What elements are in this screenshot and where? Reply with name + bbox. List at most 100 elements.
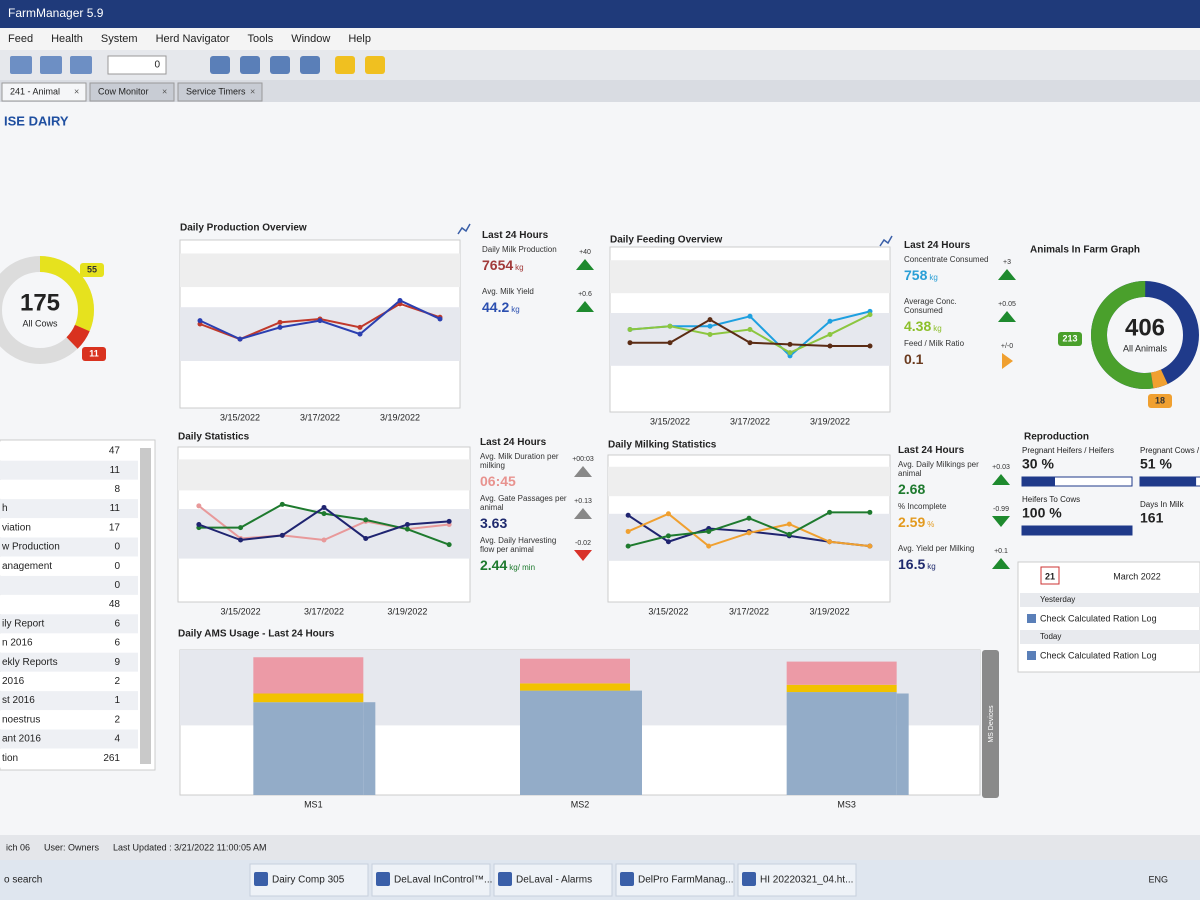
bar-segment (253, 702, 364, 795)
list-row[interactable] (0, 575, 138, 595)
tab[interactable] (1, 82, 87, 102)
series-point (321, 504, 327, 510)
taskbar-label[interactable]: o search (4, 875, 42, 886)
toolbar-icon[interactable] (270, 56, 290, 74)
list-row[interactable] (0, 460, 138, 480)
toolbar-icon[interactable] (70, 56, 92, 74)
menu-item[interactable]: Tools (248, 33, 274, 45)
taskbar-label[interactable]: Dairy Comp 305 (272, 875, 345, 886)
kpi-label: Avg. Daily Harvesting flow per animal (480, 536, 557, 554)
calendar-entry[interactable]: Check Calculated Ration Log (1040, 650, 1157, 660)
menu-item[interactable]: Herd Navigator (156, 33, 230, 45)
list-row[interactable] (0, 671, 138, 691)
list-row[interactable] (0, 748, 138, 768)
list-row[interactable] (0, 556, 138, 576)
series-point (321, 511, 327, 517)
taskbar-button[interactable] (371, 863, 491, 897)
list-row-label: ily Report (2, 618, 44, 629)
list-row[interactable] (0, 441, 138, 461)
menu-item[interactable]: Help (348, 33, 371, 45)
taskbar-label[interactable]: HI 20220321_04.ht... (760, 875, 853, 886)
window-title: FarmManager 5.9 (8, 6, 104, 20)
bar-segment (786, 661, 897, 685)
kpi-item: Avg. Yield per Milking 16.5 kg +0.1 (898, 544, 1020, 586)
list-row-label: n 2016 (2, 638, 33, 649)
taskbar-label[interactable]: DeLaval InControl™... (394, 875, 492, 886)
list-row[interactable] (0, 652, 138, 672)
tab-label[interactable]: 241 - Animal (10, 86, 60, 96)
list-row[interactable] (0, 633, 138, 653)
tab-close[interactable]: × (250, 86, 255, 96)
tab[interactable] (89, 82, 175, 102)
kpi-panel: Last 24 Hours Avg. Daily Milkings per ani… (898, 445, 1020, 586)
donut-badge (80, 263, 104, 277)
tab[interactable] (177, 82, 263, 102)
series-point (279, 501, 285, 507)
overlay-bar (630, 690, 642, 795)
list-row[interactable] (0, 614, 138, 634)
taskbar-button[interactable] (493, 863, 613, 897)
chart-icon[interactable] (879, 235, 893, 247)
x-tick-label: 3/17/2022 (729, 606, 769, 616)
tab-close[interactable]: × (74, 86, 79, 96)
list-row[interactable] (0, 537, 138, 557)
series-point (746, 530, 752, 536)
calendar-entry-icon[interactable] (1027, 651, 1036, 660)
toolbar-icon[interactable] (335, 56, 355, 74)
list-row[interactable] (0, 595, 138, 615)
toolbar-input[interactable] (107, 55, 167, 75)
calendar-entry-icon[interactable] (1027, 614, 1036, 623)
tab-label[interactable]: Service Timers (186, 86, 246, 96)
series-point (867, 543, 873, 549)
side-strip[interactable] (982, 650, 999, 798)
toolbar-icon[interactable] (40, 56, 62, 74)
status-text: Last Updated : 3/21/2022 11:00:05 AM (113, 842, 266, 852)
x-tick-label: 3/19/2022 (380, 412, 420, 422)
taskbar-label[interactable]: DeLaval - Alarms (516, 875, 592, 886)
list-row[interactable] (0, 518, 138, 538)
series-point (827, 331, 833, 337)
series-point (238, 525, 244, 531)
menu-item[interactable]: Health (51, 33, 83, 45)
list-row-value: 0 (114, 580, 120, 591)
menu-item[interactable]: Window (291, 33, 330, 45)
kpi-value-line: 0.1 (904, 351, 1026, 367)
list-row[interactable] (0, 479, 138, 499)
list-row[interactable] (0, 710, 138, 730)
kpi-delta-text: +3 (1003, 259, 1011, 266)
list-row[interactable] (0, 691, 138, 711)
menu-item[interactable]: Feed (8, 33, 33, 45)
taskbar-label[interactable]: DelPro FarmManag... (638, 875, 734, 886)
tab-label[interactable]: Cow Monitor (98, 86, 149, 96)
series-point (827, 318, 833, 324)
taskbar-button[interactable] (249, 863, 369, 897)
series-point (786, 521, 792, 527)
tab-close[interactable]: × (162, 86, 167, 96)
toolbar-icon[interactable] (300, 56, 320, 74)
list-scrollbar[interactable] (140, 448, 151, 764)
chart-icon[interactable] (457, 223, 471, 235)
bar-segment (786, 692, 897, 795)
kpi-delta-text: -0.02 (575, 540, 591, 547)
toolbar-icon[interactable] (210, 56, 230, 74)
toolbar-icon[interactable] (10, 56, 32, 74)
menu-item[interactable]: System (101, 33, 138, 45)
list-row[interactable] (0, 499, 138, 519)
calendar-icon[interactable] (1040, 566, 1060, 585)
kpi-item: Daily Milk Production 7654 kg +40 (482, 245, 604, 287)
x-tick-label: 3/19/2022 (810, 606, 850, 616)
toolbar-icon[interactable] (240, 56, 260, 74)
taskbar-button[interactable] (737, 863, 857, 897)
kpi-arrow (574, 466, 592, 477)
x-tick-label: 3/17/2022 (304, 606, 344, 616)
calendar-entry[interactable]: Check Calculated Ration Log (1040, 613, 1157, 623)
taskbar-language[interactable]: ENG (1148, 874, 1168, 884)
list-row[interactable] (0, 729, 138, 749)
taskbar-icon (376, 872, 390, 886)
taskbar-icon (620, 872, 634, 886)
x-tick-label: 3/15/2022 (648, 606, 688, 616)
taskbar-button[interactable] (615, 863, 735, 897)
toolbar-icon[interactable] (365, 56, 385, 74)
kpi-arrow (576, 259, 594, 270)
list-row-value: 4 (114, 734, 120, 745)
